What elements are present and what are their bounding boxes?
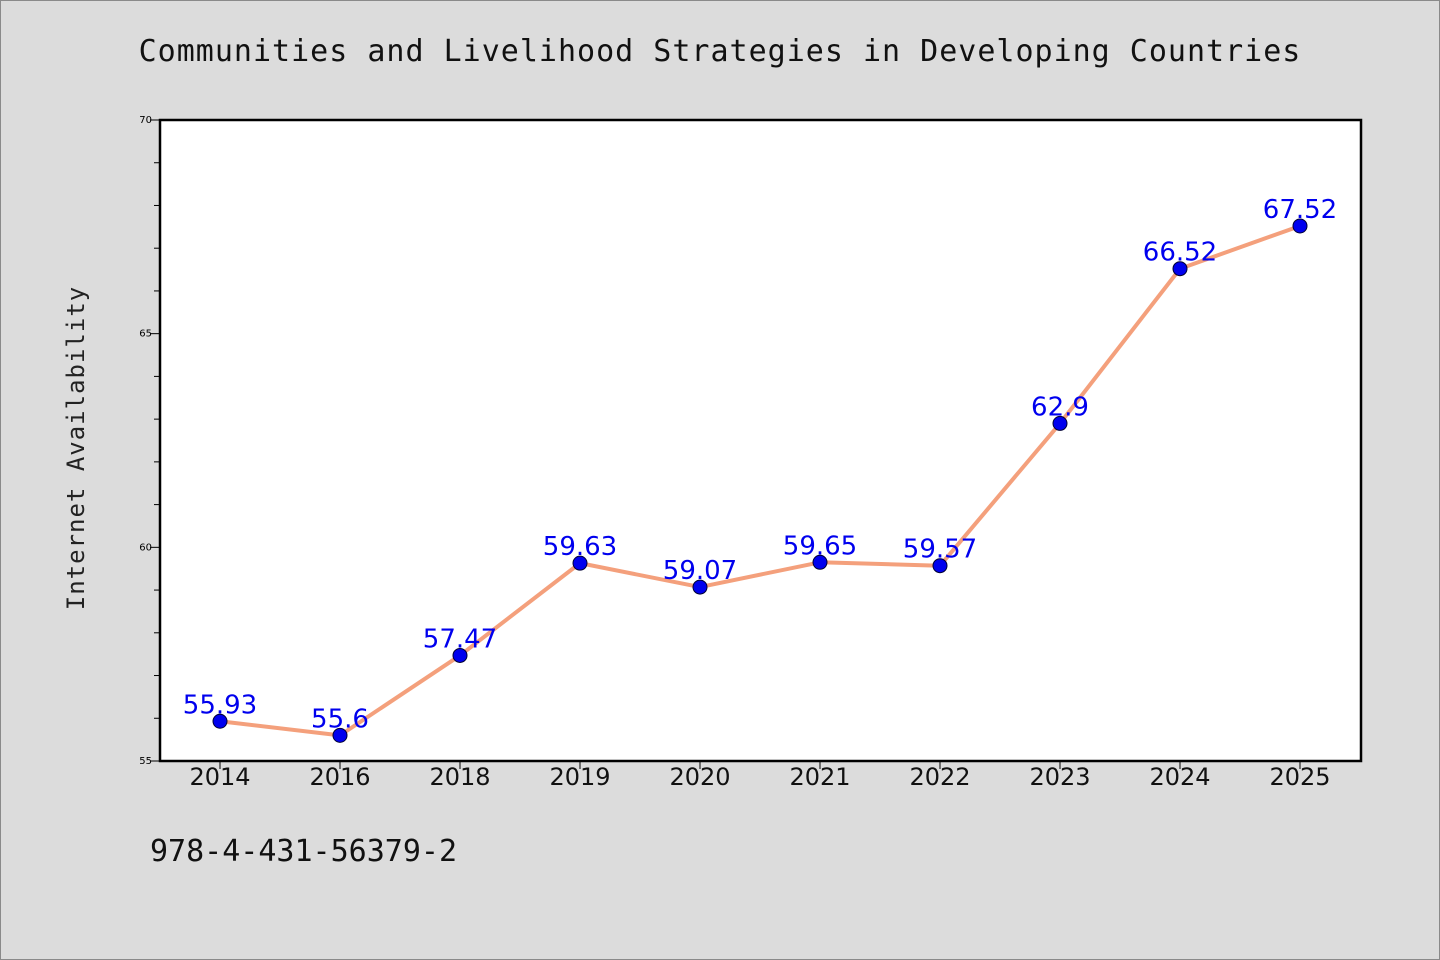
- x-tick-label: 2020: [669, 763, 730, 791]
- data-point: [692, 579, 708, 595]
- data-label: 59.57: [903, 535, 977, 565]
- isbn-footer: 978-4-431-56379-2: [150, 834, 458, 869]
- x-tick-label: 2014: [189, 763, 250, 791]
- plot-area: [158, 118, 1363, 763]
- data-point: [332, 727, 348, 743]
- data-label: 55.6: [311, 704, 369, 734]
- data-labels: 55.93 55.6 57.47 59.63 59.07 59.65 59.57 62.9 66…: [183, 195, 1337, 734]
- x-tick-label: 2023: [1029, 763, 1090, 791]
- y-axis-ticks: 55 60 65 70: [139, 115, 160, 767]
- data-label: 59.63: [543, 532, 617, 562]
- data-label: 57.47: [423, 624, 497, 654]
- y-tick-label: 60: [139, 542, 152, 553]
- data-point: [1172, 261, 1188, 277]
- data-label: 66.52: [1143, 238, 1217, 268]
- y-tick-label: 70: [139, 115, 152, 126]
- data-point: [932, 558, 948, 574]
- data-label: 55.93: [183, 690, 257, 720]
- x-tick-label: 2018: [429, 763, 490, 791]
- y-tick-label: 55: [139, 756, 152, 767]
- series-markers: [212, 218, 1308, 743]
- data-label: 59.65: [783, 531, 857, 561]
- data-point: [1292, 218, 1308, 234]
- x-tick-label: 2022: [909, 763, 970, 791]
- x-tick-label: 2019: [549, 763, 610, 791]
- data-point: [452, 647, 468, 663]
- data-point: [812, 554, 828, 570]
- x-tick-label: 2024: [1149, 763, 1210, 791]
- y-tick-label: 65: [139, 329, 152, 340]
- data-label: 67.52: [1263, 195, 1337, 225]
- data-label: 62.9: [1031, 392, 1089, 422]
- x-tick-label: 2025: [1269, 763, 1330, 791]
- data-point: [212, 713, 228, 729]
- data-label: 59.07: [663, 556, 737, 586]
- chart-title: Communities and Livelihood Strategies in…: [138, 34, 1302, 69]
- series-line: [219, 224, 1301, 738]
- data-point: [1052, 415, 1068, 431]
- x-axis-ticks: 2014 2016 2018 2019 2020 2021 2022 2023 2024 2025: [189, 761, 1331, 791]
- x-tick-label: 2016: [309, 763, 370, 791]
- x-tick-label: 2021: [789, 763, 850, 791]
- data-point: [572, 555, 588, 571]
